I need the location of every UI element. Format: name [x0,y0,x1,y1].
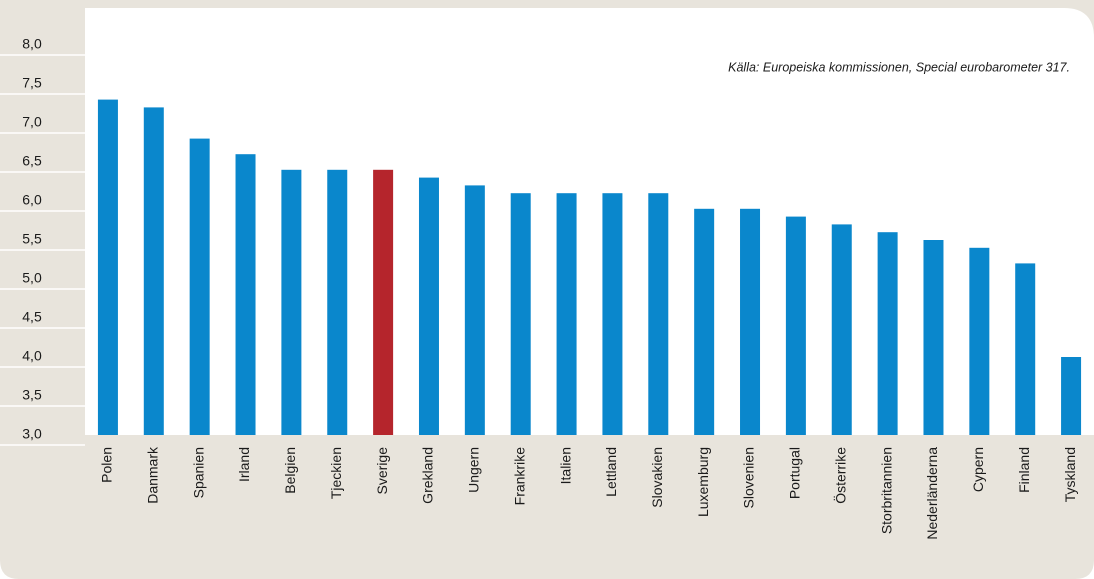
y-tick-label: 3,0 [22,426,42,442]
y-tick-label: 5,0 [22,270,42,286]
bar [1061,357,1082,435]
bar [694,208,715,435]
bar [648,193,669,435]
bar [97,99,118,435]
bar [740,208,761,435]
bar [143,107,164,436]
x-tick-label: Ungern [466,447,482,493]
bar [327,169,348,436]
y-tick-label: 4,5 [22,309,42,325]
bar [510,193,531,435]
x-tick-label: Slovakien [649,447,665,508]
x-tick-label: Tyskland [1062,447,1078,502]
bar [464,185,485,435]
x-tick-label: Sverige [374,447,390,495]
y-tick-label: 7,0 [22,114,42,130]
x-tick-label: Cypern [970,447,986,492]
x-tick-label: Frankrike [511,447,527,506]
x-tick-label: Portugal [787,447,803,499]
x-tick-label: Italien [557,447,573,484]
y-tick-label: 6,0 [22,192,42,208]
bar [1015,263,1036,435]
x-tick-label: Grekland [420,447,436,504]
bar [923,240,944,435]
x-tick-label: Nederländerna [924,447,940,540]
y-tick-label: 8,0 [22,36,42,52]
x-tick-label: Finland [1016,447,1032,493]
x-tick-label: Irland [236,447,252,482]
bar [556,193,577,435]
x-tick-label: Spanien [190,447,206,498]
x-tick-label: Storbritannien [878,447,894,534]
bar [969,247,990,435]
source-note: Källa: Europeiska kommissionen, Special … [728,60,1070,74]
y-tick-label: 5,5 [22,231,42,247]
bar [189,138,210,435]
bar [785,216,806,435]
bar [235,154,256,435]
bar [602,193,623,435]
x-tick-label: Österrike [831,447,848,504]
y-tick-label: 7,5 [22,75,42,91]
x-tick-label: Lettland [603,447,619,497]
x-tick-label: Luxemburg [695,447,711,517]
bar [418,177,439,435]
x-tick-label: Belgien [282,447,298,494]
y-tick-label: 6,5 [22,153,42,169]
x-tick-label: Polen [99,447,115,483]
bar [877,232,898,435]
bar [281,169,302,436]
x-tick-label: Slovenien [741,447,757,509]
x-tick-label: Tjeckien [328,447,344,499]
x-tick-label: Danmark [144,446,160,504]
bar [831,224,852,435]
y-tick-label: 4,0 [22,348,42,364]
y-tick-label: 3,5 [22,387,42,403]
bar [373,169,394,436]
